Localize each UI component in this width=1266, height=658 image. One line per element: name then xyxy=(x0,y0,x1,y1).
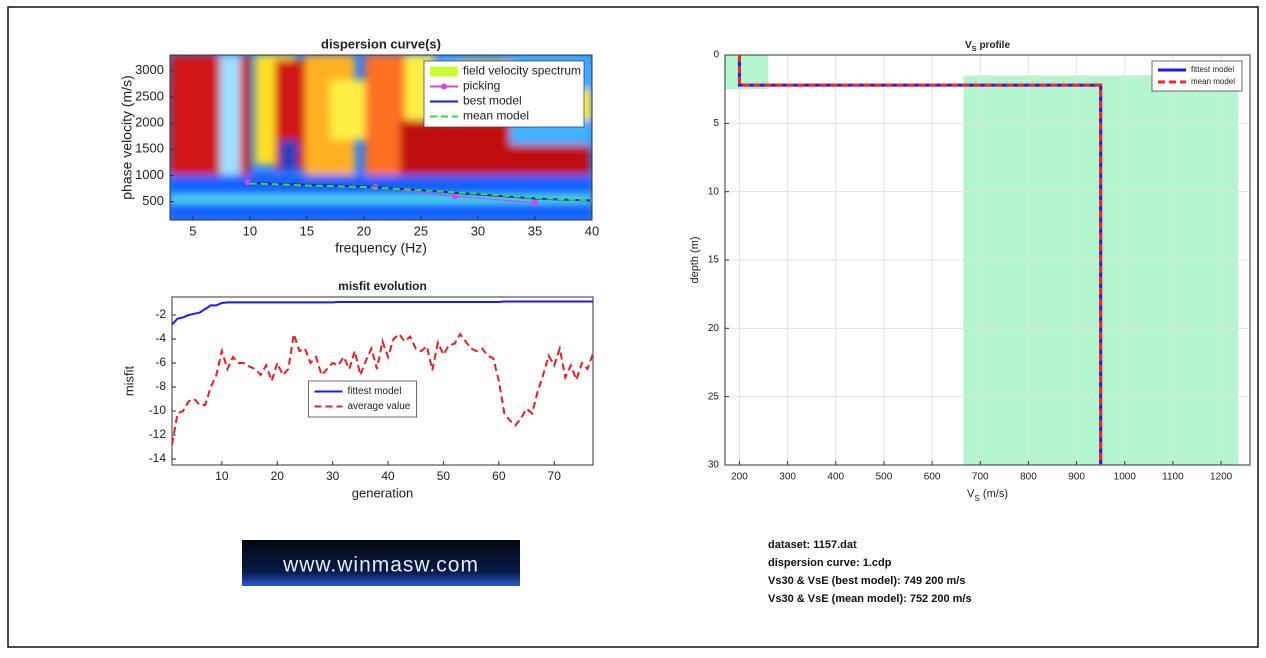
y-tick-label: -6 xyxy=(155,355,166,369)
x-tick-label: 60 xyxy=(492,469,506,483)
x-tick-label: 800 xyxy=(1020,472,1037,483)
legend-label: fittest model xyxy=(1191,65,1234,74)
chart-title: VS profile xyxy=(965,40,1010,54)
y-tick-label: -14 xyxy=(149,451,167,465)
x-axis-label-part: V xyxy=(967,488,975,500)
x-tick-label: 400 xyxy=(827,472,844,483)
y-tick-label: 2000 xyxy=(135,115,164,130)
x-tick-label: 70 xyxy=(548,469,562,483)
y-tick-label: -10 xyxy=(149,403,167,417)
legend-marker xyxy=(441,83,447,90)
picking-point xyxy=(452,193,459,200)
y-tick-label: 2500 xyxy=(135,88,164,103)
chart: 10 20 30 40 50 60 70 -14 -12 -10 -8 -6 -4 -2 misfit ev… xyxy=(121,279,594,500)
chart-title-part: V xyxy=(965,40,972,51)
x-tick-label: 25 xyxy=(414,223,428,238)
y-tick-label: -2 xyxy=(155,307,166,321)
y-tick-label: 500 xyxy=(142,193,164,208)
x-tick-label: 50 xyxy=(437,469,451,483)
legend: fittest model average value xyxy=(308,380,417,418)
series-line xyxy=(249,182,593,202)
x-tick-label: 20 xyxy=(271,469,285,483)
axes-frame xyxy=(171,296,594,466)
y-tick-label: 3000 xyxy=(135,62,164,77)
chart-title: misfit evolution xyxy=(338,279,427,293)
chart: 5 10 15 20 25 30 35 40 500 1000 1500 2000 2500 3000 di… xyxy=(119,36,600,255)
y-axis-label: depth (m) xyxy=(689,236,701,283)
logo-banner xyxy=(242,540,520,586)
picking-point xyxy=(244,179,251,186)
y-tick-label: 25 xyxy=(708,391,720,402)
y-tick-label: 5 xyxy=(713,118,719,129)
picking-point xyxy=(531,199,538,206)
x-tick-label: 40 xyxy=(585,223,599,238)
x-axis-label: frequency (Hz) xyxy=(335,240,427,256)
x-tick-label: 300 xyxy=(779,472,796,483)
chart-title-part: profile xyxy=(977,40,1011,51)
x-tick-label: 20 xyxy=(357,223,371,238)
chart-title-part: S xyxy=(972,44,977,53)
legend-label: field velocity spectrum xyxy=(463,64,581,78)
y-tick-label: 15 xyxy=(708,255,720,266)
x-tick-label: 500 xyxy=(876,472,893,483)
x-tick-label: 30 xyxy=(471,223,485,238)
y-tick-label: 1000 xyxy=(135,167,164,182)
chart: 200 300 400 500 600 700 800 900 1000 1100 1200 0 5 10… xyxy=(689,40,1251,503)
x-tick-label: 900 xyxy=(1068,472,1085,483)
y-tick-label: -8 xyxy=(155,379,166,393)
x-tick-label: 30 xyxy=(326,469,340,483)
model-range-band xyxy=(725,55,769,90)
legend-label: mean model xyxy=(463,109,529,123)
velocity-spectrum xyxy=(170,55,592,220)
profile-line xyxy=(737,55,1103,465)
x-axis-label-part: (m/s) xyxy=(980,488,1008,500)
x-tick-label: 1100 xyxy=(1162,472,1184,483)
info-line: dataset: 1157.dat xyxy=(768,539,857,551)
series-line xyxy=(171,332,594,445)
x-tick-label: 15 xyxy=(300,223,314,238)
y-tick-label: 30 xyxy=(708,460,720,471)
legend-box xyxy=(308,380,417,418)
y-tick-label: 0 xyxy=(713,50,719,61)
x-tick-label: 600 xyxy=(924,472,941,483)
x-tick-label: 1000 xyxy=(1114,472,1137,483)
x-tick-label: 5 xyxy=(189,223,196,238)
legend: fittest model mean model xyxy=(1151,60,1243,92)
y-tick-label: 20 xyxy=(708,323,720,334)
legend-label: fittest model xyxy=(348,386,402,397)
y-tick-label: 1500 xyxy=(135,141,164,156)
x-tick-label: 1200 xyxy=(1210,472,1233,483)
x-tick-label: 10 xyxy=(243,223,257,238)
y-axis-label: phase velocity (m/s) xyxy=(119,75,135,199)
x-tick-label: 10 xyxy=(215,469,229,483)
series-line xyxy=(171,300,593,326)
x-tick-label: 40 xyxy=(381,469,395,483)
legend-label: best model xyxy=(463,94,522,108)
legend-label: mean model xyxy=(1191,77,1235,86)
legend-label: picking xyxy=(463,79,500,93)
info-line: Vs30 & VsE (mean model): 752 200 m/s xyxy=(768,593,972,605)
y-tick-label: -4 xyxy=(155,331,166,345)
info-line: dispersion curve: 1.cdp xyxy=(768,557,892,569)
info-line: Vs30 & VsE (best model): 749 200 m/s xyxy=(768,575,965,587)
chart-title: dispersion curve(s) xyxy=(321,36,441,51)
logo-text: www.winmasw.com xyxy=(282,554,479,577)
axes-frame xyxy=(724,54,1251,466)
x-axis-label: generation xyxy=(352,485,413,500)
info-panel: dataset: 1157.dat dispersion curve: 1.cdp… xyxy=(768,539,972,605)
x-tick-label: 35 xyxy=(528,223,542,238)
y-tick-label: -12 xyxy=(149,427,167,441)
x-tick-label: 200 xyxy=(731,472,748,483)
x-axis-label: VS (m/s) xyxy=(967,488,1008,503)
axes-frame xyxy=(169,54,593,221)
legend-box xyxy=(1151,60,1243,92)
y-axis-label: misfit xyxy=(121,365,136,396)
x-tick-label: 700 xyxy=(972,472,989,483)
legend-swatch xyxy=(430,66,458,77)
legend-label: average value xyxy=(348,401,411,412)
x-axis-label-part: S xyxy=(974,494,980,503)
y-tick-label: 10 xyxy=(708,186,720,197)
